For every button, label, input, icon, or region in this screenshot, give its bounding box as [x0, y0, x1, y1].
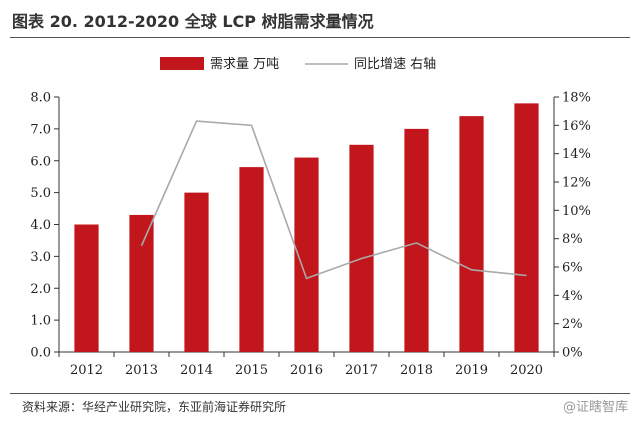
x-tick-label: 2020	[510, 363, 543, 378]
bar	[129, 214, 154, 352]
top-divider	[10, 37, 630, 38]
left-tick-label: 3.0	[30, 250, 51, 265]
watermark: @证瞎智库	[562, 400, 628, 415]
legend-swatch-bar	[160, 57, 204, 70]
right-tick-label: 6%	[562, 261, 583, 276]
x-tick-label: 2019	[455, 363, 488, 378]
bar	[514, 103, 539, 352]
right-tick-label: 18%	[562, 91, 591, 106]
x-tick-label: 2012	[70, 363, 103, 378]
line-series	[140, 120, 527, 280]
legend-label-bar: 需求量 万吨	[210, 57, 279, 72]
x-tick-label: 2013	[125, 363, 158, 378]
left-tick-label: 4.0	[30, 218, 51, 233]
bar	[239, 167, 264, 352]
bar	[74, 224, 99, 352]
bar	[349, 144, 374, 352]
x-tick-label: 2016	[290, 363, 323, 378]
right-tick-label: 2%	[562, 317, 583, 332]
right-tick-label: 8%	[562, 232, 583, 247]
x-tick-label: 2018	[400, 363, 433, 378]
left-tick-label: 1.0	[30, 314, 51, 329]
right-tick-label: 12%	[562, 176, 591, 191]
x-tick-label: 2015	[235, 363, 268, 378]
right-tick-label: 4%	[562, 289, 583, 304]
bar	[404, 128, 429, 352]
chart-title: 图表 20. 2012-2020 全球 LCP 树脂需求量情况	[12, 12, 374, 31]
growth-line	[140, 120, 527, 280]
bottom-divider	[10, 393, 630, 394]
bar	[459, 116, 484, 352]
left-tick-label: 0.0	[30, 346, 51, 361]
legend: 需求量 万吨 同比增速 右轴	[160, 57, 436, 72]
bar-series	[74, 103, 539, 352]
right-tick-label: 14%	[562, 147, 591, 162]
left-tick-label: 6.0	[30, 154, 51, 169]
right-tick-label: 16%	[562, 119, 591, 134]
right-tick-label: 0%	[562, 346, 583, 361]
x-tick-label: 2017	[345, 363, 378, 378]
x-tick-label: 2014	[180, 363, 213, 378]
right-tick-label: 10%	[562, 204, 591, 219]
left-tick-label: 8.0	[30, 91, 51, 106]
legend-label-line: 同比增速 右轴	[354, 57, 436, 72]
left-tick-label: 2.0	[30, 282, 51, 297]
left-tick-label: 5.0	[30, 186, 51, 201]
bar	[184, 192, 209, 352]
source-note: 资料来源：华经产业研究院，东亚前海证券研究所	[22, 400, 287, 414]
left-tick-label: 7.0	[30, 122, 51, 137]
